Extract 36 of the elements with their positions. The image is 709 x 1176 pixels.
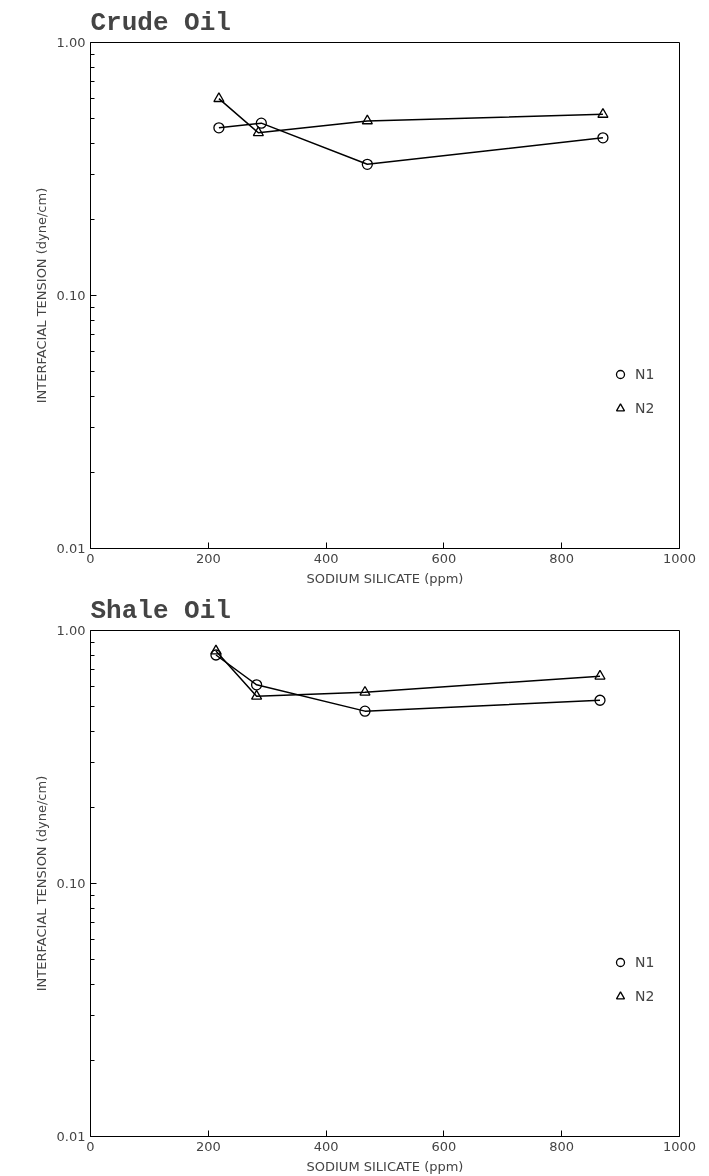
y-axis-title: INTERFACIAL TENSION (dyne/cm)	[33, 187, 49, 404]
x-tick-label: 1000	[662, 550, 697, 566]
x-axis-title: SODIUM SILICATE (ppm)	[306, 1158, 464, 1174]
x-tick-label: 800	[549, 550, 575, 566]
x-tick-label: 800	[549, 1138, 575, 1154]
x-tick-label: 600	[431, 1138, 457, 1154]
y-tick-label: 0.01	[56, 1129, 86, 1144]
y-tick-label: 1.00	[56, 623, 86, 638]
legend-label: N2	[635, 988, 655, 1004]
point	[594, 694, 606, 706]
chart-title: Shale Oil	[90, 595, 231, 626]
x-tick-label: 1000	[662, 1138, 697, 1154]
point	[594, 669, 606, 680]
x-tick-label: 600	[431, 550, 457, 566]
point	[250, 689, 263, 700]
y-tick-label: 0.01	[56, 541, 86, 556]
x-tick-label: 400	[313, 1138, 339, 1154]
point	[210, 649, 222, 661]
y-tick-label: 0.10	[56, 876, 86, 891]
x-axis-title: SODIUM SILICATE (ppm)	[306, 570, 464, 586]
legend-label: N2	[635, 400, 655, 416]
point	[250, 679, 263, 691]
x-tick-label: 400	[313, 550, 339, 566]
x-tick-label: 0	[86, 550, 95, 566]
y-tick-label: 0.10	[56, 288, 86, 303]
point	[359, 685, 371, 696]
point	[359, 705, 371, 717]
legend-label: N1	[635, 954, 655, 970]
x-tick-label: 200	[195, 550, 221, 566]
point	[210, 644, 222, 655]
legend-label: N1	[635, 366, 655, 382]
y-axis-title: INTERFACIAL TENSION (dyne/cm)	[33, 775, 49, 992]
y-tick-label: 1.00	[56, 35, 86, 50]
x-tick-label: 200	[195, 1138, 221, 1154]
x-tick-label: 0	[86, 1138, 95, 1154]
chart-title: Crude Oil	[90, 7, 231, 38]
